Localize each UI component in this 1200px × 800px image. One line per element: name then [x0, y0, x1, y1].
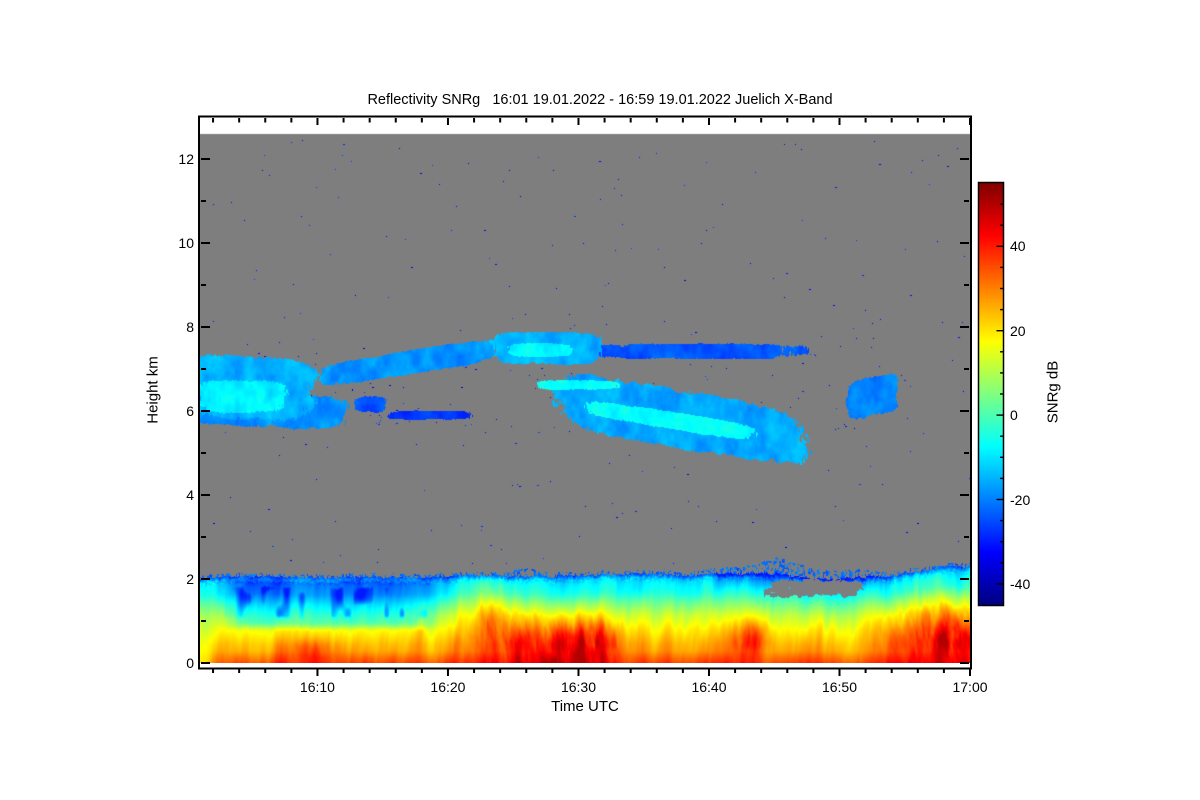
- x-axis-title: Time UTC: [551, 698, 619, 715]
- x-tick-label: 16:10: [299, 679, 335, 695]
- y-tick-label: 10: [178, 235, 194, 251]
- colorbar-tick-label: -20: [1010, 491, 1031, 508]
- plot-title: Reflectivity SNRg 16:01 19.01.2022 - 16:…: [367, 92, 833, 108]
- colorbar-tick-label: 20: [1010, 322, 1026, 339]
- y-tick-label: 12: [178, 151, 194, 167]
- colorbar-tick-label: -40: [1010, 575, 1031, 592]
- colorbar-tick-label: 0: [1010, 407, 1018, 424]
- x-tick-label: 16:30: [560, 679, 596, 695]
- y-tick-label: 4: [186, 487, 194, 503]
- colorbar-canvas: [979, 183, 1003, 605]
- y-tick-label: 0: [186, 655, 194, 671]
- y-axis-title: Height km: [144, 356, 162, 424]
- heatmap-canvas: [200, 117, 970, 663]
- colorbar-tick-label: 40: [1010, 238, 1026, 255]
- x-tick-label: 16:50: [821, 679, 858, 695]
- x-tick-label: 17:00: [952, 679, 988, 695]
- x-tick-label: 16:20: [430, 679, 466, 695]
- colorbar-title: SNRg dB: [1044, 360, 1062, 424]
- y-tick-label: 8: [186, 319, 194, 335]
- y-tick-label: 6: [186, 403, 194, 419]
- y-tick-label: 2: [186, 571, 194, 587]
- x-tick-label: 16:40: [691, 679, 727, 695]
